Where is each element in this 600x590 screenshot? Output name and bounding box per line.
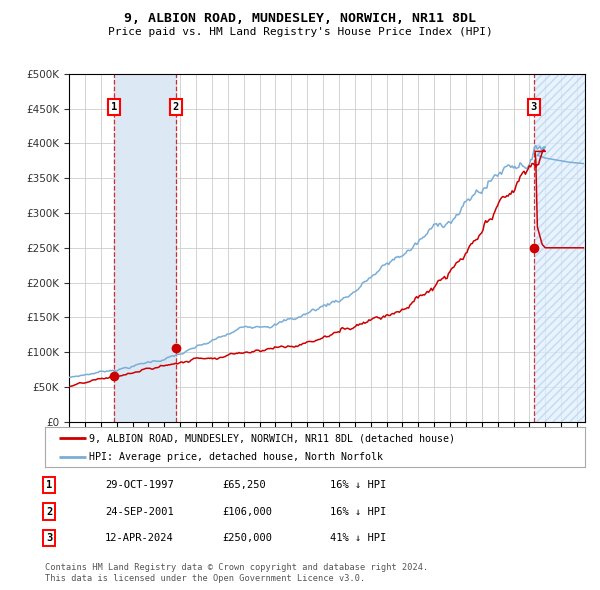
Text: 3: 3 bbox=[46, 533, 52, 543]
Text: This data is licensed under the Open Government Licence v3.0.: This data is licensed under the Open Gov… bbox=[45, 573, 365, 583]
Text: 2: 2 bbox=[46, 507, 52, 516]
Text: 1: 1 bbox=[46, 480, 52, 490]
Text: 12-APR-2024: 12-APR-2024 bbox=[105, 533, 174, 543]
Text: 2: 2 bbox=[173, 102, 179, 112]
Text: 16% ↓ HPI: 16% ↓ HPI bbox=[330, 507, 386, 516]
Text: 1: 1 bbox=[111, 102, 117, 112]
Text: Contains HM Land Registry data © Crown copyright and database right 2024.: Contains HM Land Registry data © Crown c… bbox=[45, 563, 428, 572]
Text: 16% ↓ HPI: 16% ↓ HPI bbox=[330, 480, 386, 490]
Text: 29-OCT-1997: 29-OCT-1997 bbox=[105, 480, 174, 490]
Bar bbox=[534, 74, 585, 422]
Text: £250,000: £250,000 bbox=[222, 533, 272, 543]
Bar bbox=[114, 74, 176, 422]
Text: 41% ↓ HPI: 41% ↓ HPI bbox=[330, 533, 386, 543]
Text: HPI: Average price, detached house, North Norfolk: HPI: Average price, detached house, Nort… bbox=[89, 453, 383, 462]
Text: 9, ALBION ROAD, MUNDESLEY, NORWICH, NR11 8DL (detached house): 9, ALBION ROAD, MUNDESLEY, NORWICH, NR11… bbox=[89, 434, 455, 444]
Text: £65,250: £65,250 bbox=[222, 480, 266, 490]
Text: Price paid vs. HM Land Registry's House Price Index (HPI): Price paid vs. HM Land Registry's House … bbox=[107, 28, 493, 37]
Text: 24-SEP-2001: 24-SEP-2001 bbox=[105, 507, 174, 516]
Text: £106,000: £106,000 bbox=[222, 507, 272, 516]
Text: 3: 3 bbox=[531, 102, 537, 112]
Text: 9, ALBION ROAD, MUNDESLEY, NORWICH, NR11 8DL: 9, ALBION ROAD, MUNDESLEY, NORWICH, NR11… bbox=[124, 12, 476, 25]
